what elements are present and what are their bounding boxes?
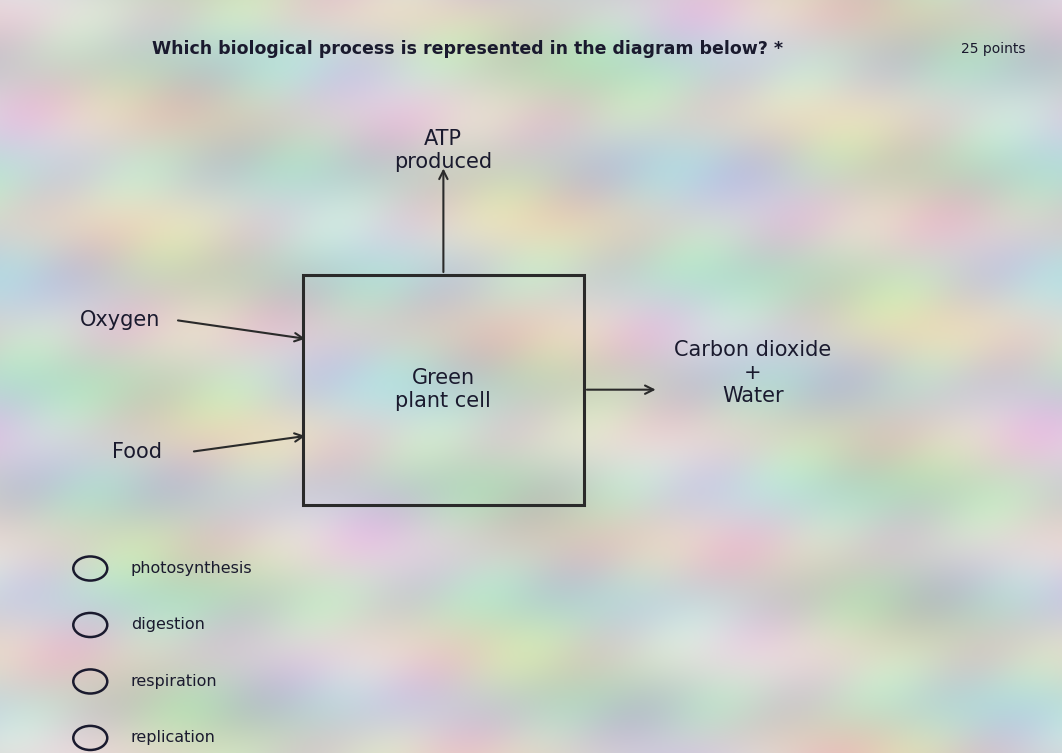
Text: Green
plant cell: Green plant cell: [395, 368, 492, 411]
Text: Which biological process is represented in the diagram below? *: Which biological process is represented …: [152, 40, 783, 58]
Text: digestion: digestion: [131, 617, 205, 633]
Text: ATP
produced: ATP produced: [394, 129, 492, 172]
Text: photosynthesis: photosynthesis: [131, 561, 253, 576]
Text: Food: Food: [112, 442, 161, 462]
Text: 25 points: 25 points: [961, 42, 1025, 56]
Text: respiration: respiration: [131, 674, 218, 689]
Text: Oxygen: Oxygen: [80, 310, 160, 330]
Bar: [303, 275, 584, 505]
Text: Carbon dioxide
+
Water: Carbon dioxide + Water: [674, 340, 832, 406]
Text: replication: replication: [131, 730, 216, 745]
